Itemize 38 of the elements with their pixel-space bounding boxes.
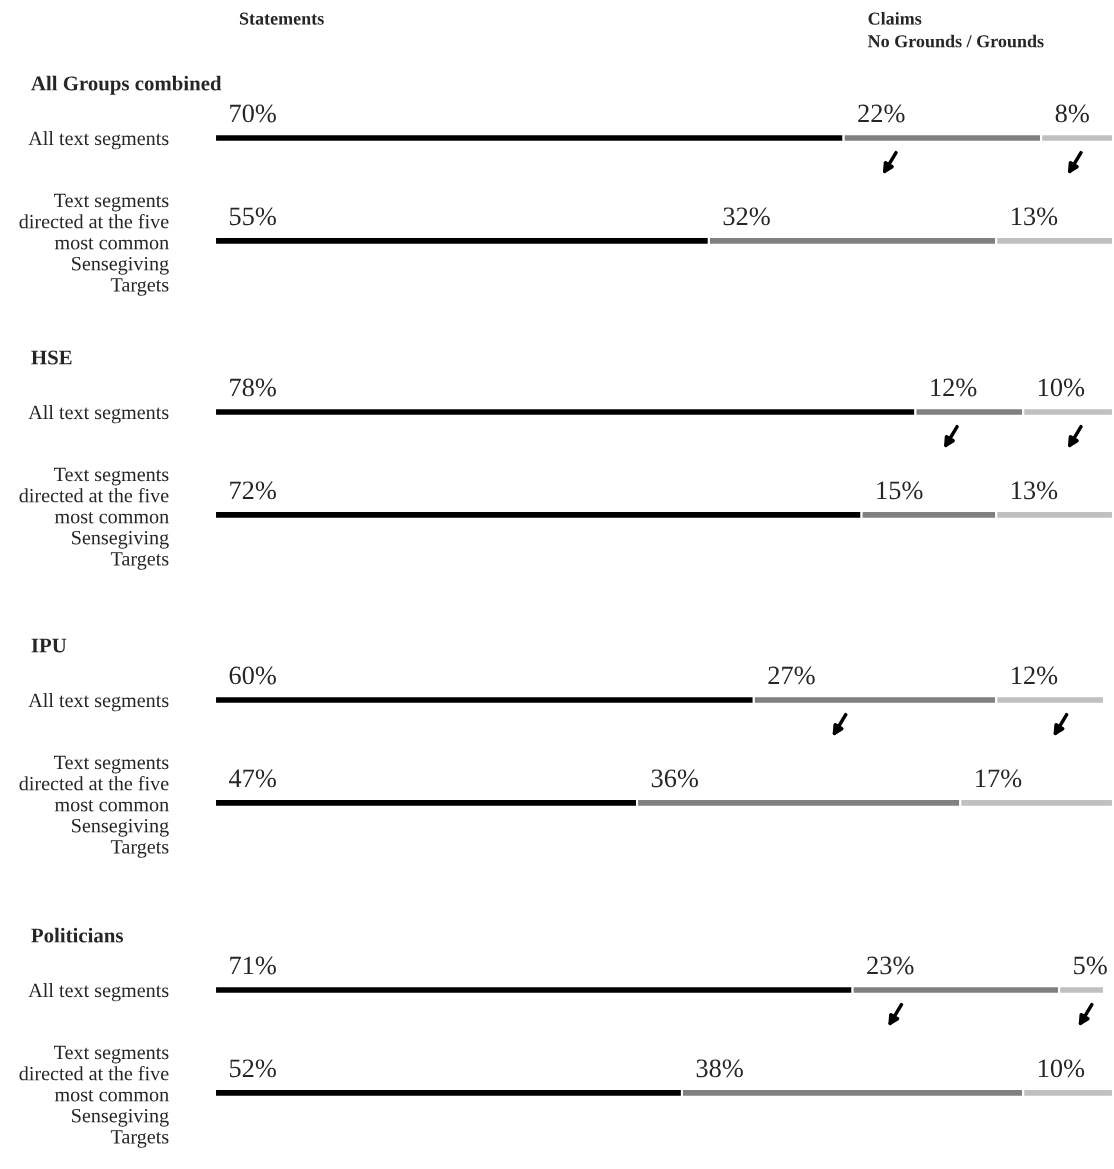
y-tick-label: All text segments <box>28 982 169 1002</box>
data-label: 10% <box>1038 378 1085 397</box>
data-label: 78% <box>230 378 276 397</box>
data-label: 32% <box>723 207 770 226</box>
data-label: 52% <box>230 1059 276 1078</box>
data-label: 27% <box>768 666 815 685</box>
data-label: 10% <box>1038 1059 1085 1078</box>
data-label: 23% <box>867 956 914 975</box>
data-label: 8% <box>1055 104 1089 123</box>
data-label: 12% <box>931 378 977 397</box>
data-label: 13% <box>1012 481 1058 500</box>
data-label: 22% <box>858 104 905 123</box>
data-label: 36% <box>651 769 698 788</box>
y-tick-label: All text segments <box>28 692 169 712</box>
chart-title: All Groups combined <box>31 75 222 95</box>
y-tick-label: All text segments <box>28 404 169 424</box>
chart-title: Politicians <box>31 927 123 943</box>
y-tick-label: Text segments directed at the five most common Sensegiving Targets <box>19 755 169 858</box>
data-label: 17% <box>976 769 1022 788</box>
text: Claims No Grounds / Grounds <box>867 12 1044 48</box>
data-label: 70% <box>230 104 276 123</box>
data-label: 60% <box>229 666 276 685</box>
data-label: 38% <box>696 1059 743 1078</box>
data-label: 15% <box>877 481 923 500</box>
data-label: 72% <box>230 481 276 500</box>
data-label: 55% <box>230 207 276 226</box>
data-label: 12% <box>1012 666 1058 685</box>
y-tick-label: Text segments directed at the five most common Sensegiving Targets <box>19 1045 169 1148</box>
chart-title: IPU <box>31 638 67 653</box>
data-label: 71% <box>230 956 276 975</box>
y-tick-label: Text segments directed at the five most common Sensegiving Targets <box>19 193 169 296</box>
y-tick-label: Text segments directed at the five most common Sensegiving Targets <box>19 467 169 570</box>
data-label: 47% <box>228 769 276 788</box>
chart-title: HSE <box>31 350 72 365</box>
text: Statements <box>239 12 324 25</box>
data-label: 13% <box>1012 207 1058 226</box>
y-tick-label: All text segments <box>28 130 169 150</box>
data-label: 5% <box>1074 956 1107 975</box>
